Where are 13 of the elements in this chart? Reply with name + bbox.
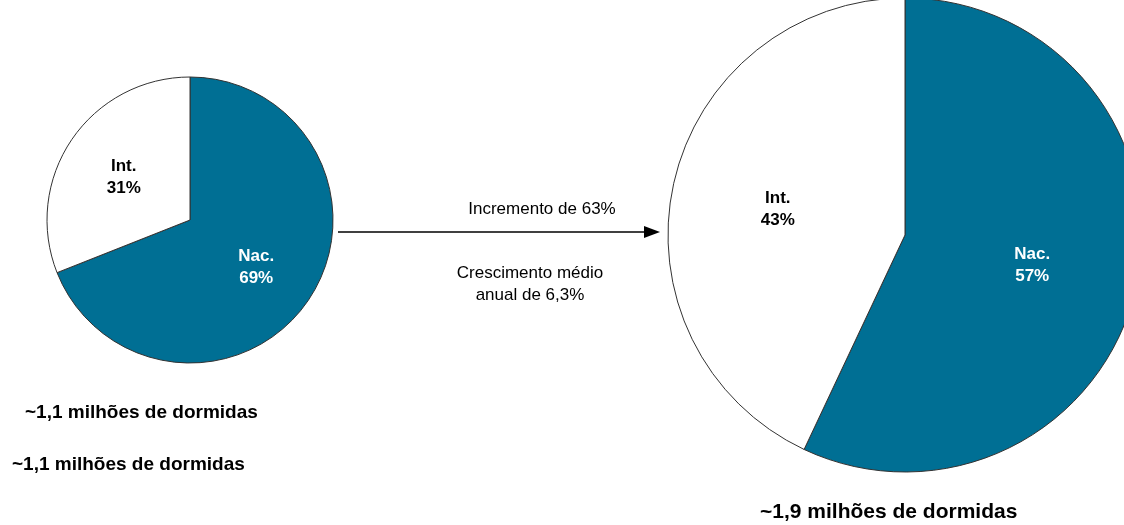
data-label: 69% [239, 268, 274, 288]
text: Incremento de 63% [468, 199, 616, 218]
text: Crescimento médio anual de 6,3% [456, 263, 604, 305]
slice-label: Int. [111, 155, 137, 175]
slice-label: Nac. [1014, 244, 1051, 264]
text: ~1,1 milhões de dormidas [12, 453, 245, 474]
data-label: 57% [1015, 266, 1050, 286]
data-label: 43% [760, 209, 795, 229]
text: ~1,1 milhões de dormidas [25, 401, 258, 422]
data-label: 31% [106, 177, 141, 197]
slice-label: Int. [765, 187, 791, 207]
slice-label: Nac. [238, 246, 275, 266]
text: ~1,9 milhões de dormidas [760, 499, 1018, 522]
